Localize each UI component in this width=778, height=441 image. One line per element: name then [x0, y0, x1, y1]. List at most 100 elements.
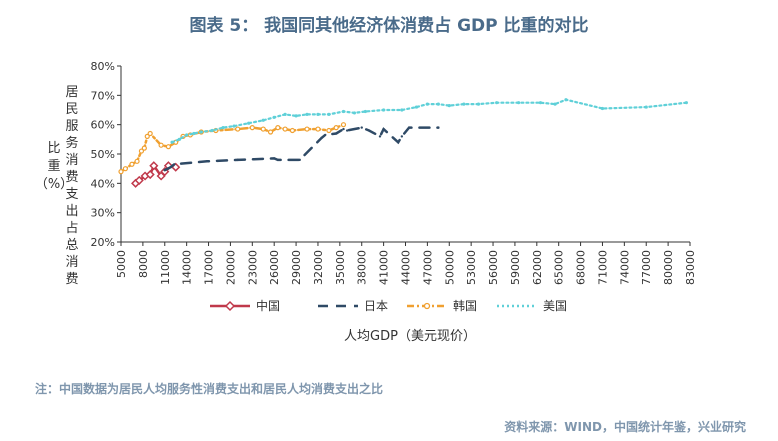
- x-tick-label: 74000: [618, 250, 631, 285]
- y-label-char: 费: [65, 272, 78, 287]
- x-tick-label: 20000: [224, 250, 237, 285]
- data-point: [158, 142, 164, 148]
- data-point: [378, 135, 382, 138]
- y-label-char: 消: [65, 255, 78, 270]
- x-tick-label: 41000: [378, 250, 391, 285]
- data-point: [177, 137, 181, 141]
- data-point: [367, 129, 371, 132]
- data-point: [272, 115, 276, 119]
- legend-marker: [423, 302, 431, 310]
- data-point: [516, 101, 521, 105]
- data-point: [407, 126, 411, 129]
- y-label-char: 重: [47, 158, 60, 174]
- data-point: [163, 168, 166, 172]
- y-tick-label: 50%: [91, 148, 115, 161]
- legend-item: 韩国: [407, 298, 477, 313]
- series-3: [170, 98, 688, 144]
- x-tick-label: 50000: [443, 250, 456, 285]
- data-point: [553, 102, 557, 106]
- data-point: [221, 126, 225, 130]
- x-tick-label: 68000: [575, 250, 588, 285]
- data-point: [261, 118, 265, 122]
- data-point: [320, 136, 323, 140]
- x-tick-label: 59000: [509, 250, 522, 285]
- x-tick-label: 44000: [400, 250, 413, 285]
- x-tick-label: 32000: [312, 250, 325, 285]
- data-point: [644, 105, 648, 109]
- data-point: [165, 144, 172, 150]
- plot-area: [118, 98, 688, 188]
- x-tick-label: 53000: [465, 250, 478, 285]
- data-point: [173, 163, 176, 166]
- data-point: [345, 129, 349, 132]
- legend-item: 美国: [497, 299, 567, 313]
- y-tick-label: 30%: [91, 207, 115, 220]
- legend-item: 中国: [210, 298, 280, 313]
- x-tick-label: 11000: [159, 250, 172, 285]
- legend-label: 日本: [364, 299, 388, 313]
- data-point: [141, 145, 147, 151]
- data-point: [138, 148, 145, 154]
- data-point: [134, 175, 144, 185]
- data-point: [149, 161, 159, 171]
- x-tick-label: 23000: [246, 250, 259, 285]
- data-point: [315, 126, 321, 132]
- data-point: [352, 111, 357, 115]
- x-tick-label: 62000: [531, 250, 544, 285]
- data-point: [232, 124, 236, 128]
- data-point: [282, 126, 288, 132]
- legend-label: 美国: [543, 299, 567, 313]
- data-point: [122, 166, 128, 172]
- x-tick-label: 14000: [181, 250, 194, 285]
- data-point: [684, 101, 688, 105]
- legend-label: 中国: [256, 298, 280, 313]
- y-tick-label: 40%: [91, 177, 115, 190]
- data-point: [185, 133, 189, 137]
- series-line: [171, 98, 688, 144]
- x-tick-label: 8000: [137, 250, 150, 278]
- data-point: [144, 133, 150, 139]
- y-label-char: 消: [65, 153, 78, 168]
- y-label-char: 占: [65, 221, 78, 236]
- data-point: [276, 158, 280, 162]
- data-point: [118, 169, 124, 175]
- data-point: [145, 169, 155, 180]
- legend: 中国 日本 韩国 美国: [210, 298, 567, 313]
- data-point: [382, 108, 386, 112]
- data-point: [304, 126, 310, 132]
- data-point: [283, 112, 287, 116]
- x-tick-label: 83000: [684, 250, 697, 285]
- data-point: [425, 102, 429, 106]
- data-point: [397, 141, 400, 144]
- data-point: [305, 112, 309, 116]
- y-label-char: 总: [65, 238, 78, 253]
- y-label-char: 民: [65, 102, 78, 117]
- data-point: [414, 105, 419, 109]
- y-label-char: 居: [65, 85, 78, 100]
- series-1: [163, 126, 440, 172]
- data-point: [382, 127, 385, 131]
- y-tick-label: 70%: [91, 89, 115, 102]
- data-point: [235, 126, 241, 132]
- data-point: [476, 102, 481, 106]
- data-point: [324, 133, 327, 137]
- data-point: [205, 160, 209, 163]
- data-point: [333, 124, 339, 131]
- data-point: [260, 126, 266, 132]
- data-point: [170, 140, 174, 144]
- data-point: [495, 101, 499, 105]
- data-point: [462, 102, 466, 106]
- data-point: [169, 166, 172, 169]
- y-axis: 20% 30% 40% 50% 60% 70% 80%: [91, 60, 122, 249]
- x-tick-label: 77000: [640, 250, 653, 285]
- footnote: 注：中国数据为居民人均服务性消费支出和居民人均消费支出之比: [35, 382, 384, 396]
- data-point: [134, 158, 140, 164]
- data-point: [236, 158, 239, 162]
- data-point: [600, 106, 605, 111]
- y-label-char: 支: [65, 187, 78, 202]
- x-tick-label: 29000: [290, 250, 303, 285]
- figure-title: 图表 5： 我国同其他经济体消费占 GDP 比重的对比: [189, 16, 589, 36]
- y-label-char: 出: [65, 204, 78, 219]
- x-axis-label: 人均GDP（美元现价）: [344, 329, 476, 344]
- x-tick-label: 35000: [334, 250, 347, 285]
